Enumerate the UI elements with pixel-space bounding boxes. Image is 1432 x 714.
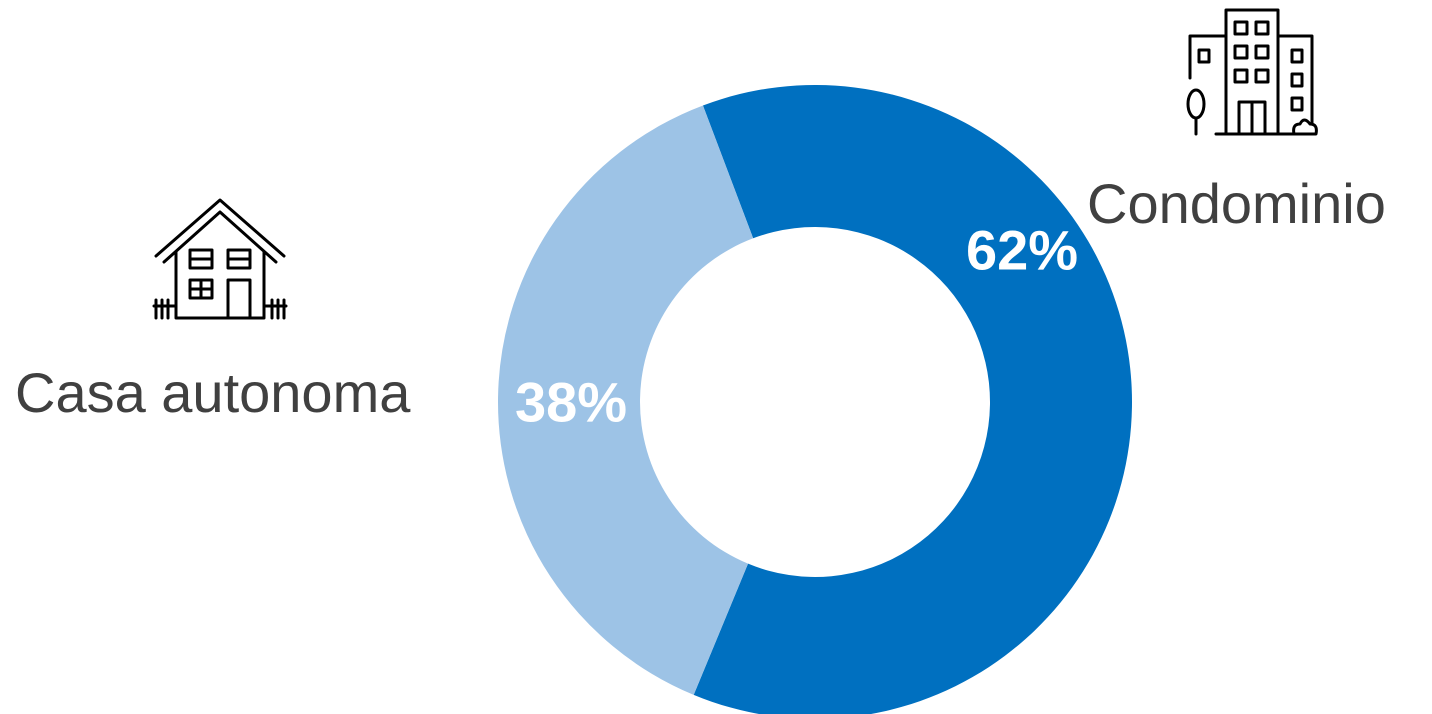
data-label-condominio: 62%: [966, 219, 1078, 282]
donut-slice-casa-autonoma: [498, 105, 754, 695]
donut-slice-condominio: [693, 85, 1132, 714]
apartment-building-icon: [1186, 8, 1318, 136]
house-icon: [152, 198, 288, 320]
data-label-casa-autonoma: 38%: [515, 371, 627, 434]
condominio-label: Condominio: [1087, 172, 1386, 235]
casa-autonoma-label: Casa autonoma: [15, 361, 411, 424]
